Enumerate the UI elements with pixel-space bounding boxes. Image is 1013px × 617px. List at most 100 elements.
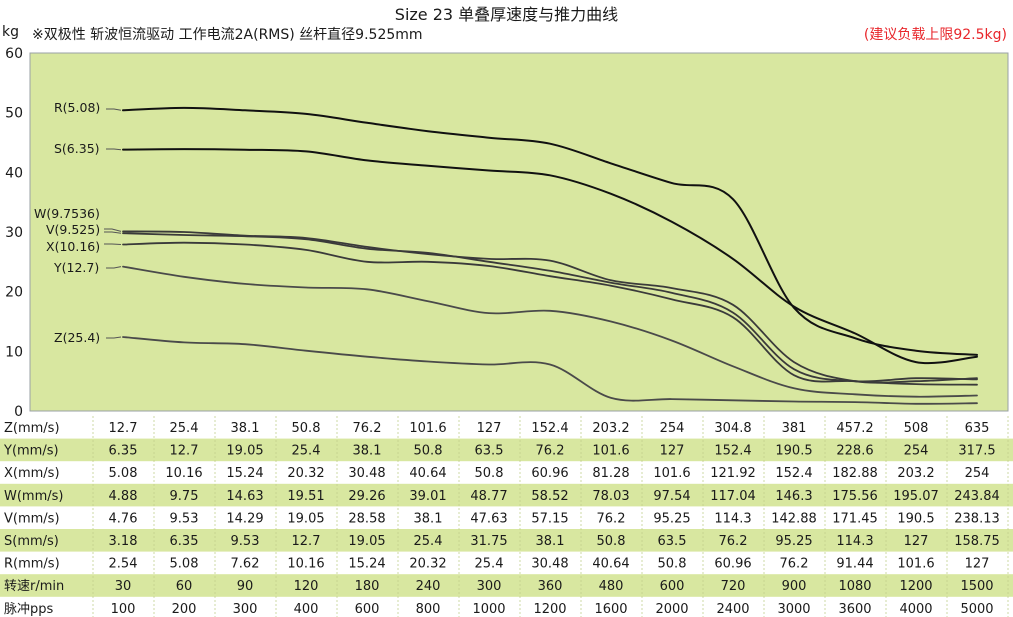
table-cell: 19.05	[226, 444, 263, 459]
table-cell: 14.63	[226, 489, 263, 504]
table-cell: 254	[904, 444, 929, 459]
table-cell: 4.76	[109, 511, 138, 526]
table-cell: 300	[477, 579, 502, 594]
table-row-label: 转速r/min	[4, 579, 64, 594]
series-line	[122, 232, 978, 383]
table-cell: 38.1	[231, 421, 260, 436]
table-cell: 3000	[777, 602, 810, 617]
table-cell: 7.62	[231, 557, 260, 572]
table-cell: 20.32	[409, 557, 446, 572]
y-tick-label: 0	[14, 404, 23, 420]
table-cell: 900	[782, 579, 807, 594]
table-cell: 100	[111, 602, 136, 617]
table-cell: 238.13	[954, 511, 1000, 526]
chart-title: Size 23 单叠厚速度与推力曲线	[394, 5, 619, 24]
table-cell: 152.4	[714, 444, 751, 459]
table-cell: 40.64	[409, 466, 446, 481]
y-tick-label: 50	[5, 106, 23, 122]
y-tick-label: 30	[5, 225, 23, 241]
table-cell: 3.18	[109, 534, 138, 549]
table-cell: 600	[355, 602, 380, 617]
table-cell: 1600	[594, 602, 627, 617]
table-cell: 47.63	[470, 511, 507, 526]
table-cell: 142.88	[771, 511, 817, 526]
table-cell: 127	[477, 421, 502, 436]
table-cell: 76.2	[597, 511, 626, 526]
table-cell: 60.96	[531, 466, 568, 481]
series-line	[122, 148, 978, 365]
table-cell: 381	[782, 421, 807, 436]
y-axis-unit: kg	[2, 24, 19, 40]
table-row-label: S(mm/s)	[4, 534, 59, 549]
table-cell: 19.05	[287, 511, 324, 526]
table-cell: 200	[172, 602, 197, 617]
table-cell: 171.45	[832, 511, 878, 526]
table-cell: 3600	[838, 602, 871, 617]
table-cell: 10.16	[287, 557, 324, 572]
table-cell: 38.1	[353, 444, 382, 459]
series-leader	[104, 228, 122, 232]
table-cell: 50.8	[414, 444, 443, 459]
table-cell: 180	[355, 579, 380, 594]
table-cell: 2.54	[109, 557, 138, 572]
table-cell: 158.75	[954, 534, 1000, 549]
table-cell: 240	[416, 579, 441, 594]
series-label: W(9.7536)	[34, 206, 100, 221]
table-cell: 14.29	[226, 511, 263, 526]
table-cell: 190.5	[897, 511, 934, 526]
table-cell: 19.05	[348, 534, 385, 549]
table-row-label: X(mm/s)	[4, 466, 60, 481]
table-cell: 57.15	[531, 511, 568, 526]
table-cell: 9.53	[231, 534, 260, 549]
table-row-label: 脉冲pps	[4, 602, 54, 617]
table-cell: 254	[660, 421, 685, 436]
table-cell: 480	[599, 579, 624, 594]
table-cell: 203.2	[592, 421, 629, 436]
table-cell: 800	[416, 602, 441, 617]
table-cell: 76.2	[353, 421, 382, 436]
series-line	[122, 336, 978, 405]
table-row-label: W(mm/s)	[4, 489, 63, 504]
series-leader	[106, 266, 122, 269]
table-cell: 195.07	[893, 489, 939, 504]
table-cell: 50.8	[658, 557, 687, 572]
table-cell: 12.7	[170, 444, 199, 459]
series-leader	[106, 108, 122, 111]
table-cell: 127	[904, 534, 929, 549]
table-cell: 508	[904, 421, 929, 436]
table-cell: 317.5	[958, 444, 995, 459]
table-cell: 9.53	[170, 511, 199, 526]
table-cell: 9.75	[170, 489, 199, 504]
y-tick-label: 60	[5, 46, 23, 62]
table-cell: 76.2	[536, 444, 565, 459]
table-cell: 78.03	[592, 489, 629, 504]
table-cell: 243.84	[954, 489, 1000, 504]
table-row-label: R(mm/s)	[4, 557, 60, 572]
table-cell: 152.4	[531, 421, 568, 436]
table-cell: 25.4	[475, 557, 504, 572]
table-row-label: V(mm/s)	[4, 511, 60, 526]
y-tick-label: 10	[5, 344, 23, 360]
series-leader	[104, 231, 122, 234]
y-tick-label: 20	[5, 285, 23, 301]
table-cell: 25.4	[170, 421, 199, 436]
table-cell: 117.04	[710, 489, 756, 504]
table-cell: 121.92	[710, 466, 756, 481]
table-cell: 95.25	[775, 534, 812, 549]
table-cell: 5.08	[109, 466, 138, 481]
table-cell: 1200	[899, 579, 932, 594]
table-cell: 304.8	[714, 421, 751, 436]
table-cell: 101.6	[653, 466, 690, 481]
table-cell: 50.8	[292, 421, 321, 436]
table-cell: 91.44	[836, 557, 873, 572]
table-cell: 50.8	[475, 466, 504, 481]
series-label: X(10.16)	[46, 239, 100, 254]
table-cell: 101.6	[409, 421, 446, 436]
table-cell: 20.32	[287, 466, 324, 481]
table-cell: 40.64	[592, 557, 629, 572]
table-cell: 10.16	[165, 466, 202, 481]
table-cell: 127	[965, 557, 990, 572]
table-cell: 101.6	[897, 557, 934, 572]
table-cell: 2400	[716, 602, 749, 617]
